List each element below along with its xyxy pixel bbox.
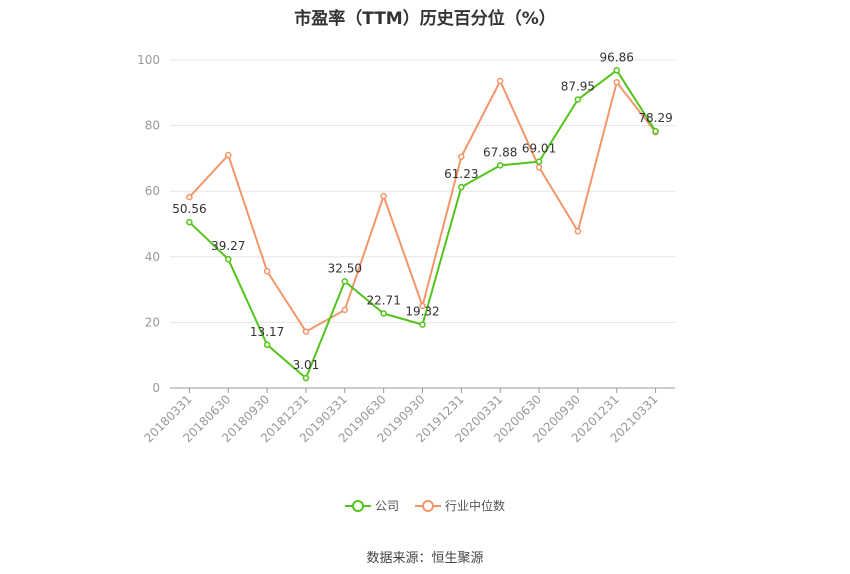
data-point [419,302,426,310]
legend-swatch-company-icon [344,499,371,512]
data-point [341,278,349,285]
legend-label-industry-median: 行业中位数 [445,499,506,513]
data-point [652,127,659,135]
data-point [574,96,582,103]
data-label: 39.27 [211,239,245,253]
series-line [188,79,657,333]
data-point [186,193,193,201]
data-label: 67.88 [483,145,517,159]
data-point [380,310,387,317]
data-point [302,374,310,382]
data-point [263,267,271,275]
legend-label-company: 公司 [374,499,399,513]
data-point [225,151,232,159]
data-point [302,328,310,335]
chart-title: 市盈率（TTM）历史百分位（%） [294,9,556,29]
data-label: 32.50 [328,261,362,275]
data-point [574,227,582,235]
data-label: 50.56 [172,202,206,216]
data-source: 数据来源：恒生聚源 [366,551,484,566]
data-labels: 50.56 39.27 13.17 3.01 32.50 22.71 19.32 61.23 6… [172,50,673,372]
series-lines [186,67,659,382]
data-point [458,183,465,191]
y-tick-label: 80 [145,119,160,133]
data-label: 96.86 [600,50,634,64]
y-tick-label: 60 [145,184,160,198]
y-tick-label: 0 [152,381,160,395]
data-label: 22.71 [366,294,400,308]
data-point [496,162,504,169]
data-point [496,77,504,85]
data-point [535,158,543,165]
data-label: 19.32 [405,305,439,319]
legend: 公司 行业中位数 [0,497,850,514]
y-tick-label: 40 [145,250,160,264]
data-point [458,153,465,161]
data-label: 69.01 [522,142,556,156]
data-label: 3.01 [293,358,320,372]
data-point [419,321,426,328]
data-point [613,79,620,86]
y-tick-label: 100 [137,53,160,67]
data-label: 13.17 [250,325,284,339]
data-label: 78.29 [638,111,672,125]
legend-swatch-industry-icon [415,499,441,512]
data-point [263,341,271,349]
data-point [380,192,387,200]
data-point [341,306,349,314]
data-point [613,67,620,74]
grid-lines [170,59,675,323]
data-point [186,218,193,226]
data-label: 61.23 [444,167,478,181]
data-point [225,255,232,263]
data-label: 87.95 [561,80,595,94]
legend-item-industry-median[interactable]: 行业中位数 [415,497,505,514]
data-point [535,164,543,171]
legend-item-company[interactable]: 公司 [344,497,399,514]
y-tick-label: 20 [145,315,160,329]
